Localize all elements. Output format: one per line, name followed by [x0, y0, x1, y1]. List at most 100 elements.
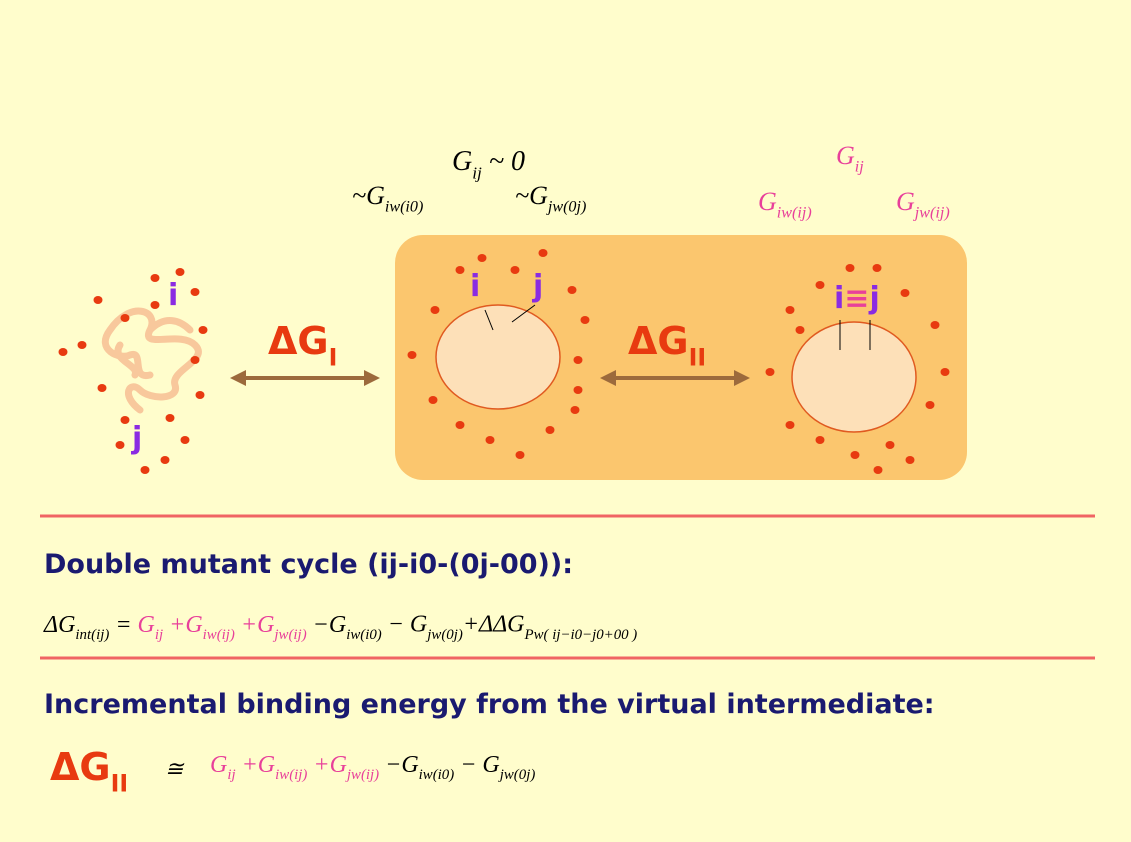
intermediate-globule	[436, 305, 560, 409]
water-dot	[78, 341, 87, 349]
text-run: G	[452, 146, 472, 177]
residue-label: i	[470, 269, 480, 304]
water-dot	[851, 451, 860, 459]
subscript: jw(ij)	[272, 627, 306, 643]
residue-label: j	[131, 421, 142, 456]
water-dot	[568, 286, 577, 294]
text-run: +ΔΔG	[463, 612, 525, 638]
text-run: ΔG	[268, 319, 329, 363]
text-run: −G	[379, 752, 419, 778]
water-dot	[516, 451, 525, 459]
water-dot	[539, 249, 548, 257]
subscript: iw(i0)	[385, 199, 423, 216]
subscript: ij	[472, 163, 482, 182]
water-dot	[571, 406, 580, 414]
water-dot	[191, 356, 200, 364]
text-run: +G	[235, 612, 275, 638]
text-run: G	[836, 141, 855, 170]
subscript: ij	[855, 159, 864, 176]
subscript: jw(ij)	[913, 205, 950, 222]
text-run: ≡	[844, 281, 869, 316]
text-run: G	[210, 752, 227, 778]
subscript: iw(ij)	[275, 767, 307, 783]
water-dot	[478, 254, 487, 262]
water-dot	[786, 306, 795, 314]
water-dot	[581, 316, 590, 324]
water-dot	[196, 391, 205, 399]
text-run: ≅	[165, 756, 185, 781]
water-dot	[886, 441, 895, 449]
water-dot	[161, 456, 170, 464]
text-run: i	[834, 281, 844, 316]
text-run: i	[168, 278, 178, 313]
text-run: G	[758, 187, 777, 216]
heading: Incremental binding energy from the virt…	[44, 689, 935, 720]
subscript: iw(ij)	[203, 627, 235, 643]
water-dot	[94, 296, 103, 304]
water-dot	[166, 414, 175, 422]
water-dot	[873, 264, 882, 272]
text-run: ΔG	[43, 612, 75, 638]
bound-globule	[792, 322, 916, 432]
text-run: =	[109, 612, 137, 638]
water-dot	[486, 436, 495, 444]
text-run: ΔG	[50, 745, 111, 789]
water-dot	[121, 416, 130, 424]
water-dot	[456, 421, 465, 429]
water-dot	[59, 348, 68, 356]
text-run: Incremental binding energy from the virt…	[44, 689, 935, 720]
text-run: +G	[163, 612, 203, 638]
subscript: ij	[155, 627, 163, 643]
water-dot	[151, 301, 160, 309]
water-dot	[796, 326, 805, 334]
text-run: G	[138, 612, 155, 638]
subscript: jw(ij)	[345, 767, 379, 783]
water-dot	[574, 356, 583, 364]
water-dot	[816, 436, 825, 444]
water-dot	[574, 386, 583, 394]
energy-label: Gij ~ 0	[452, 146, 525, 182]
text-run: −G	[307, 612, 347, 638]
water-dot	[151, 274, 160, 282]
water-dot	[941, 368, 950, 376]
text-run: ~ 0	[482, 146, 525, 177]
subscript: II	[111, 769, 129, 797]
text-run: − G	[454, 752, 500, 778]
water-dot	[181, 436, 190, 444]
subscript: jw(0j)	[498, 767, 536, 783]
subscript: ij	[227, 767, 235, 783]
water-dot	[429, 396, 438, 404]
residue-label: i	[168, 278, 178, 313]
text-run: ~G	[515, 181, 548, 210]
water-dot	[511, 266, 520, 274]
text-run: j	[131, 421, 142, 456]
water-dot	[901, 289, 910, 297]
water-dot	[926, 401, 935, 409]
text-run: i	[470, 269, 480, 304]
subscript: iw(ij)	[777, 205, 812, 222]
text-run: ~G	[352, 181, 385, 210]
water-dot	[906, 456, 915, 464]
text-run: j	[868, 281, 879, 316]
text-run: +G	[236, 752, 276, 778]
water-dot	[546, 426, 555, 434]
residue-label: j	[532, 269, 543, 304]
water-dot	[431, 306, 440, 314]
text-run: ΔG	[628, 319, 689, 363]
text-run: j	[532, 269, 543, 304]
relation: ≅	[165, 756, 185, 781]
water-dot	[141, 466, 150, 474]
water-dot	[176, 268, 185, 276]
text-run: +G	[307, 752, 347, 778]
subscript: iw(i0)	[346, 627, 382, 643]
subscript: jw(0j)	[546, 199, 586, 216]
subscript: Pw( ij−i0−j0+00 )	[524, 627, 638, 643]
slide: Gij ~ 0 ~Giw(i0) ~Gjw(0j) Gij Giw(ij) Gj…	[0, 0, 1131, 842]
water-dot	[931, 321, 940, 329]
water-dot	[121, 314, 130, 322]
water-dot	[98, 384, 107, 392]
water-dot	[846, 264, 855, 272]
water-dot	[199, 326, 208, 334]
water-dot	[191, 288, 200, 296]
text-run: Double mutant cycle (ij-i0-(0j-00)):	[44, 549, 573, 580]
